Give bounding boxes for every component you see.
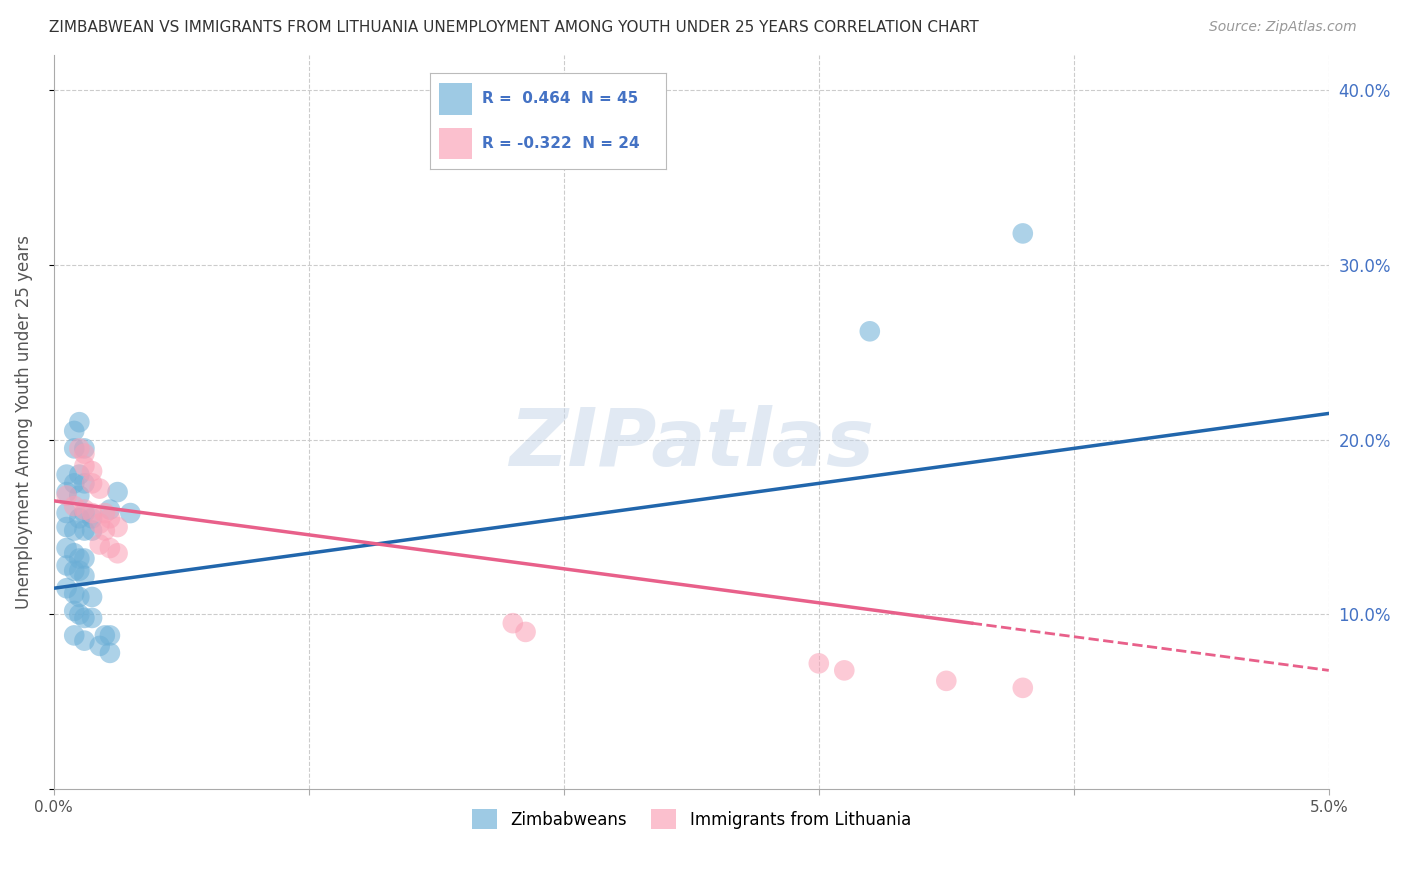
Point	[67, 551, 90, 566]
Point	[55, 467, 77, 482]
Point	[1011, 227, 1033, 241]
Point	[63, 499, 86, 513]
Point	[1011, 681, 1033, 695]
Point	[55, 541, 77, 555]
Point	[55, 485, 77, 500]
Point	[55, 489, 77, 503]
Point	[63, 564, 86, 578]
Point	[63, 586, 86, 600]
Point	[63, 628, 86, 642]
Point	[120, 506, 142, 520]
Point	[73, 524, 96, 538]
Point	[94, 524, 117, 538]
Point	[94, 506, 117, 520]
Point	[73, 442, 96, 456]
Point	[80, 464, 103, 478]
Point	[98, 628, 121, 642]
Point	[80, 611, 103, 625]
Point	[55, 520, 77, 534]
Point	[73, 502, 96, 516]
Point	[807, 657, 830, 671]
Point	[63, 546, 86, 560]
Point	[67, 442, 90, 456]
Point	[73, 611, 96, 625]
Point	[502, 616, 524, 631]
Point	[73, 551, 96, 566]
Point	[55, 558, 77, 573]
Point	[73, 633, 96, 648]
Point	[80, 506, 103, 520]
Y-axis label: Unemployment Among Youth under 25 years: Unemployment Among Youth under 25 years	[15, 235, 32, 609]
Point	[67, 590, 90, 604]
Point	[80, 476, 103, 491]
Point	[67, 564, 90, 578]
Text: ZIPatlas: ZIPatlas	[509, 405, 873, 483]
Point	[98, 541, 121, 555]
Point	[89, 516, 111, 531]
Point	[73, 476, 96, 491]
Point	[67, 489, 90, 503]
Point	[63, 476, 86, 491]
Point	[80, 511, 103, 525]
Point	[73, 569, 96, 583]
Legend: Zimbabweans, Immigrants from Lithuania: Zimbabweans, Immigrants from Lithuania	[465, 802, 918, 836]
Point	[89, 639, 111, 653]
Point	[63, 604, 86, 618]
Point	[859, 324, 882, 338]
Point	[515, 624, 537, 639]
Point	[73, 506, 96, 520]
Point	[80, 524, 103, 538]
Point	[94, 628, 117, 642]
Point	[935, 673, 957, 688]
Point	[67, 607, 90, 622]
Point	[832, 664, 855, 678]
Point	[63, 524, 86, 538]
Point	[89, 482, 111, 496]
Point	[80, 590, 103, 604]
Text: ZIMBABWEAN VS IMMIGRANTS FROM LITHUANIA UNEMPLOYMENT AMONG YOUTH UNDER 25 YEARS : ZIMBABWEAN VS IMMIGRANTS FROM LITHUANIA …	[49, 20, 979, 35]
Point	[98, 502, 121, 516]
Point	[67, 511, 90, 525]
Point	[55, 581, 77, 595]
Point	[67, 467, 90, 482]
Point	[63, 424, 86, 438]
Point	[55, 506, 77, 520]
Point	[107, 485, 129, 500]
Point	[107, 520, 129, 534]
Text: Source: ZipAtlas.com: Source: ZipAtlas.com	[1209, 20, 1357, 34]
Point	[63, 442, 86, 456]
Point	[98, 511, 121, 525]
Point	[73, 458, 96, 473]
Point	[98, 646, 121, 660]
Point	[107, 546, 129, 560]
Point	[73, 447, 96, 461]
Point	[89, 537, 111, 551]
Point	[67, 415, 90, 429]
